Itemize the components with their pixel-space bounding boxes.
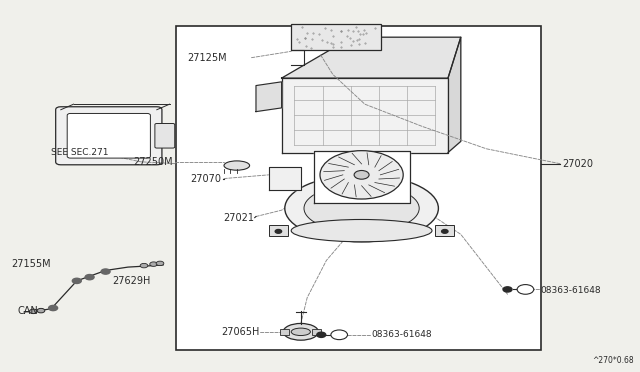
Ellipse shape xyxy=(291,328,310,336)
Circle shape xyxy=(317,332,326,337)
FancyBboxPatch shape xyxy=(155,124,175,148)
Text: 27021: 27021 xyxy=(224,213,255,222)
Text: 27070: 27070 xyxy=(190,174,221,183)
Circle shape xyxy=(331,330,348,340)
Ellipse shape xyxy=(304,184,419,232)
FancyBboxPatch shape xyxy=(67,113,150,158)
Bar xyxy=(312,329,321,335)
Text: 27155M: 27155M xyxy=(12,259,51,269)
Circle shape xyxy=(442,230,448,233)
Ellipse shape xyxy=(283,323,319,340)
Polygon shape xyxy=(448,37,461,153)
Polygon shape xyxy=(282,37,461,78)
Text: 27065H: 27065H xyxy=(221,327,259,337)
Bar xyxy=(176,26,541,350)
Circle shape xyxy=(29,309,37,314)
Circle shape xyxy=(101,269,110,274)
Bar xyxy=(291,24,381,50)
Circle shape xyxy=(503,287,512,292)
Polygon shape xyxy=(314,151,410,203)
Circle shape xyxy=(85,275,94,280)
Text: 27125M: 27125M xyxy=(188,53,227,62)
Text: 27020: 27020 xyxy=(562,159,593,169)
Ellipse shape xyxy=(285,175,438,242)
Circle shape xyxy=(320,151,403,199)
Polygon shape xyxy=(282,78,448,153)
Ellipse shape xyxy=(291,219,432,242)
Circle shape xyxy=(150,262,157,266)
Circle shape xyxy=(72,278,81,283)
FancyBboxPatch shape xyxy=(56,107,162,165)
Ellipse shape xyxy=(224,161,250,170)
Circle shape xyxy=(49,305,58,311)
Text: 27250M: 27250M xyxy=(133,157,173,167)
Text: 08363-61648: 08363-61648 xyxy=(541,286,602,295)
Circle shape xyxy=(140,263,148,268)
Text: 27629H: 27629H xyxy=(112,276,150,286)
Circle shape xyxy=(354,170,369,179)
Text: ^270*0.68: ^270*0.68 xyxy=(592,356,634,365)
Bar xyxy=(269,225,288,236)
Bar xyxy=(435,225,454,236)
Circle shape xyxy=(156,261,164,266)
Text: CAN: CAN xyxy=(18,306,38,315)
Circle shape xyxy=(275,230,282,233)
Polygon shape xyxy=(269,167,301,190)
Polygon shape xyxy=(256,82,282,112)
Text: SEE SEC.271: SEE SEC.271 xyxy=(51,148,109,157)
Circle shape xyxy=(37,308,45,313)
Circle shape xyxy=(517,285,534,294)
Text: 08363-61648: 08363-61648 xyxy=(371,330,432,339)
Bar xyxy=(280,329,289,335)
